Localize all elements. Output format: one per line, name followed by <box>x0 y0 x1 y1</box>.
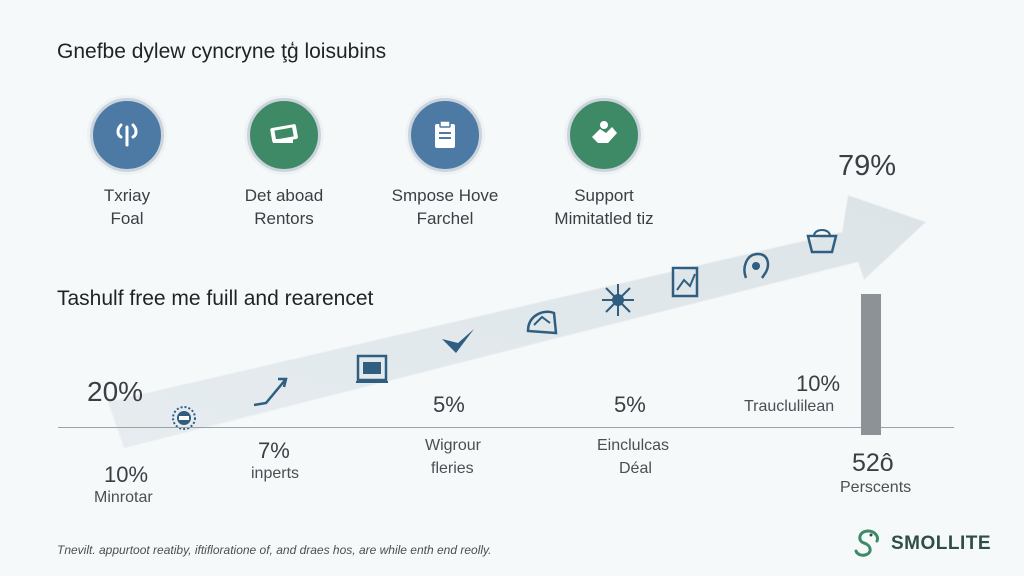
circle-item-3: Smpose Hove Farchel <box>370 98 520 230</box>
footnote: Tnevilt. appurtoot reatiby, iftifloratio… <box>57 543 492 557</box>
circle-item-4: Support Mimitatled tiz <box>529 98 679 230</box>
value-right: 10% <box>796 371 841 396</box>
rising-arrow-icon <box>252 373 288 409</box>
circle-item-2: Det aboad Rentors <box>209 98 359 230</box>
circle-label-2a: Det aboad <box>244 186 324 205</box>
value-mid3: 5% <box>614 392 646 417</box>
label-mid3a: Einclulcas <box>597 437 670 454</box>
value-mid2: 5% <box>433 392 465 417</box>
circle-label-4a: Support <box>574 186 634 205</box>
logo-text: SMOLLITE <box>891 533 992 554</box>
page-title: Gnefbe dylew cyncryne ţģ loisubins <box>57 40 387 63</box>
baseline <box>58 427 954 428</box>
label-right: Trauclulilean <box>744 398 835 415</box>
globe-icon <box>524 303 560 339</box>
brand-logo: SMOLLITE <box>851 527 991 561</box>
value-far-right: 52ô <box>852 449 894 477</box>
burst-icon <box>600 282 636 318</box>
vertical-bar <box>861 294 881 435</box>
circle-item-1: Txriay Foal <box>52 98 202 230</box>
clipboard-icon <box>408 98 482 172</box>
handshake-icon <box>567 98 641 172</box>
label-mid2b: fleries <box>431 460 474 477</box>
circle-label-2b: Rentors <box>254 209 314 228</box>
document-icon <box>354 350 390 386</box>
label-mid2a: Wigrour <box>425 437 482 454</box>
circle-label-3a: Smpose Hove <box>391 186 499 205</box>
value-mid1: 7% <box>258 438 290 463</box>
label-bottom-left: Minrotar <box>94 489 153 506</box>
circle-label-4b: Mimitatled tiz <box>554 209 654 228</box>
snake-logo-icon <box>854 529 879 557</box>
tool-icon <box>90 98 164 172</box>
label-mid3b: Déal <box>619 460 652 477</box>
circle-label-3b: Farchel <box>416 209 474 228</box>
circle-label-1b: Foal <box>110 209 144 228</box>
circle-label-1a: Txriay <box>103 186 151 205</box>
value-top-right: 79% <box>838 150 897 182</box>
label-far-right: Perscents <box>840 479 912 496</box>
label-mid1: inperts <box>251 465 300 482</box>
chart-card-icon <box>668 264 704 300</box>
checkmark-icon <box>440 325 476 361</box>
value-left: 20% <box>87 376 144 407</box>
cloud-cup-icon <box>804 222 840 258</box>
sun-badge-icon <box>166 400 202 436</box>
money-icon <box>247 98 321 172</box>
head-icon <box>738 248 774 284</box>
section-subtitle: Tashulf free me fuill and rearencet <box>57 287 374 310</box>
value-bottom-left: 10% <box>104 462 149 487</box>
